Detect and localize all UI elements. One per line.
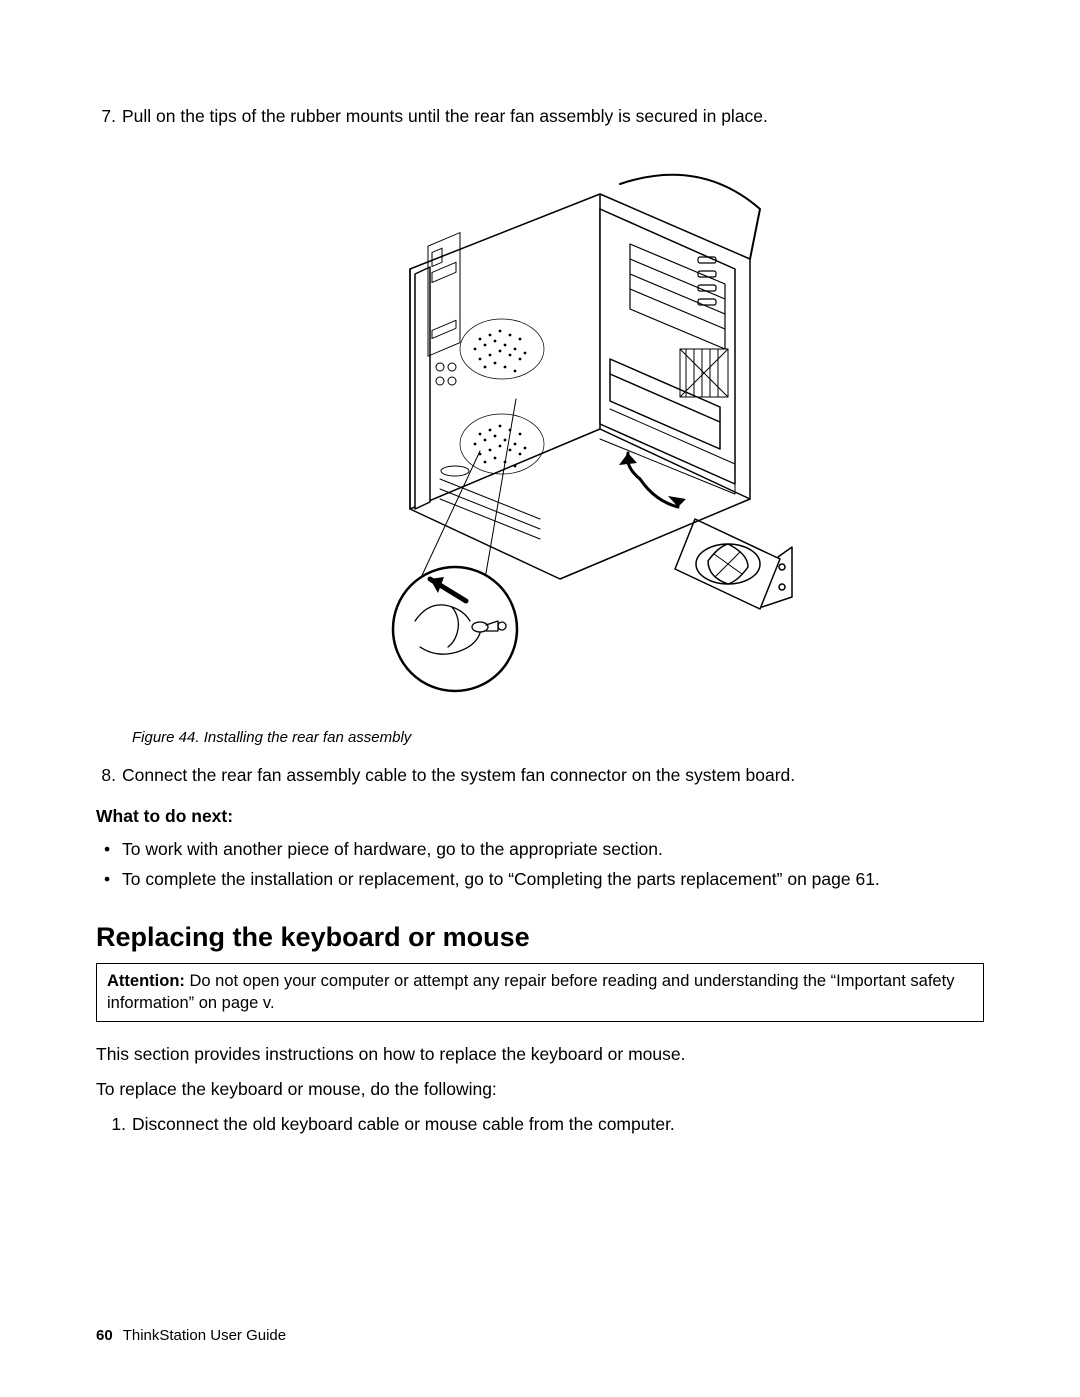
- next-bullet-2: • To complete the installation or replac…: [104, 867, 984, 892]
- next-bullet-1-text: To work with another piece of hardware, …: [122, 837, 663, 862]
- figure-44-illustration: [280, 149, 800, 709]
- attention-text: Do not open your computer or attempt any…: [107, 972, 954, 1012]
- page-footer: 60 ThinkStation User Guide: [96, 1325, 286, 1347]
- replace-step-1-text: Disconnect the old keyboard cable or mou…: [132, 1112, 984, 1137]
- step-7-text: Pull on the tips of the rubber mounts un…: [122, 104, 984, 129]
- section-paragraph-1: This section provides instructions on ho…: [96, 1042, 984, 1067]
- next-bullet-1: • To work with another piece of hardware…: [104, 837, 984, 862]
- next-bullet-2-text: To complete the installation or replacem…: [122, 867, 880, 892]
- bullet-icon: •: [104, 867, 122, 892]
- section-paragraph-2: To replace the keyboard or mouse, do the…: [96, 1077, 984, 1102]
- step-7-number: 7.: [96, 104, 122, 129]
- doc-title: ThinkStation User Guide: [123, 1327, 286, 1344]
- page-number: 60: [96, 1327, 113, 1344]
- attention-box: Attention: Do not open your computer or …: [96, 963, 984, 1022]
- figure-44-caption: Figure 44. Installing the rear fan assem…: [132, 727, 984, 749]
- replace-step-1-number: 1.: [106, 1112, 132, 1137]
- step-8-text: Connect the rear fan assembly cable to t…: [122, 763, 984, 788]
- what-to-do-next-heading: What to do next:: [96, 804, 984, 829]
- replace-step-1: 1. Disconnect the old keyboard cable or …: [106, 1112, 984, 1137]
- step-8: 8. Connect the rear fan assembly cable t…: [96, 763, 984, 788]
- step-7: 7. Pull on the tips of the rubber mounts…: [96, 104, 984, 129]
- bullet-icon: •: [104, 837, 122, 862]
- figure-44: [96, 149, 984, 716]
- step-8-number: 8.: [96, 763, 122, 788]
- section-heading: Replacing the keyboard or mouse: [96, 918, 984, 957]
- attention-label: Attention:: [107, 972, 185, 990]
